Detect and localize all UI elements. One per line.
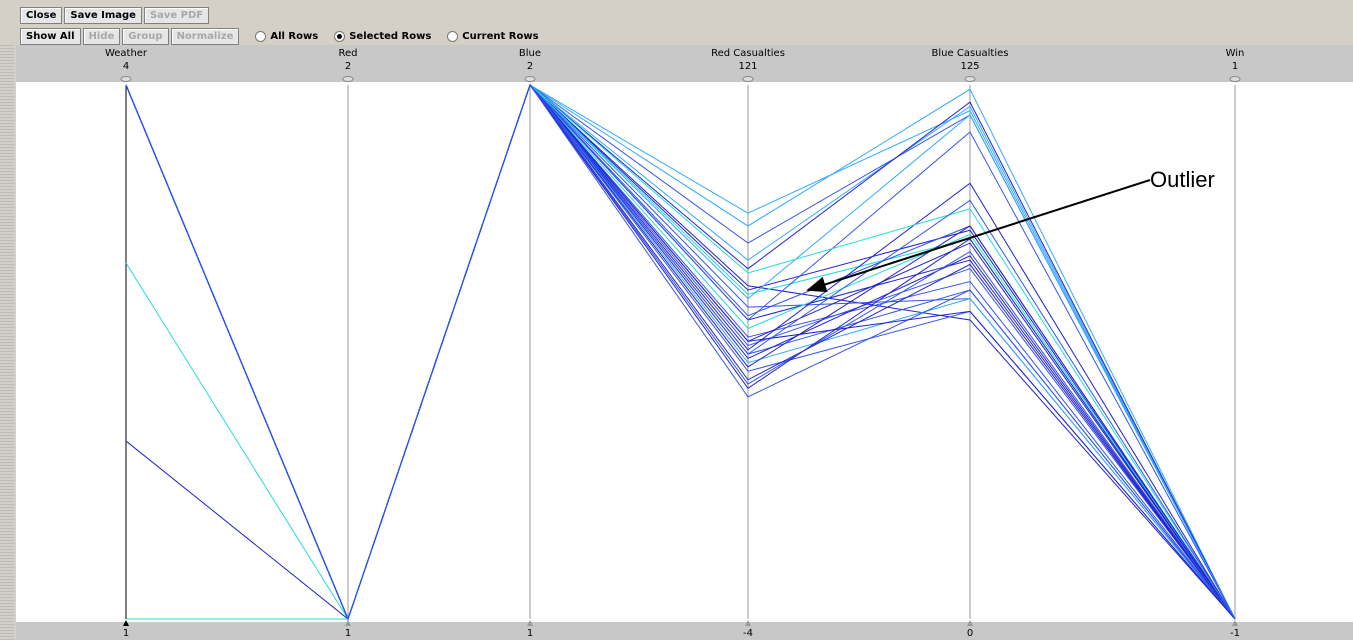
annotation-text: Outlier: [1150, 167, 1215, 192]
axis-min-label: 0: [967, 628, 973, 639]
axis-bottom-handle: [967, 620, 973, 626]
axis-max-label: 2: [345, 61, 351, 72]
radio-label: All Rows: [270, 30, 319, 42]
axis-max-label: 1: [1232, 61, 1238, 72]
axis-min-label: -4: [743, 628, 753, 639]
axis-max-label: 4: [123, 61, 129, 72]
axis-top-handle: [964, 76, 976, 82]
axis-max-label: 2: [527, 61, 533, 72]
axis-max-label: 121: [738, 61, 757, 72]
button: Save PDF: [143, 6, 210, 24]
data-row-line: [125, 84, 1236, 620]
radio-option[interactable]: All Rows: [255, 30, 319, 42]
button: Group: [122, 27, 169, 45]
axis-bottom-handle: [123, 620, 129, 626]
axis-top-handle: [342, 76, 354, 82]
toolbar-bottom: Show All Hide Group Normalize All Rows Select…: [20, 26, 539, 46]
radio-label: Selected Rows: [349, 30, 432, 42]
axis-bottom-handle: [527, 620, 533, 626]
axis-min-label: 1: [345, 628, 351, 639]
radio-label: Current Rows: [462, 30, 539, 42]
axis-name: Weather: [105, 48, 148, 59]
annotation-arrow: [806, 179, 1151, 293]
axis-name: Red: [339, 48, 358, 59]
toolbar-top: Close Save Image Save PDF: [20, 5, 210, 25]
axis-min-label: -1: [1230, 628, 1240, 639]
button: Hide: [82, 27, 121, 45]
axis-name: Blue Casualties: [932, 48, 1009, 59]
axis-name: Blue: [519, 48, 541, 59]
button[interactable]: Save Image: [64, 6, 142, 24]
axis-top-handle: [742, 76, 754, 82]
axis-min-label: 1: [527, 628, 533, 639]
button[interactable]: Close: [20, 6, 63, 24]
axis-bottom-handle: [1232, 620, 1238, 626]
footer-band: [16, 622, 1353, 640]
axis-max-label: 125: [960, 61, 979, 72]
axis-name: Win: [1226, 48, 1245, 59]
axis-top-handle: [120, 76, 132, 82]
button: Normalize: [170, 27, 240, 45]
axis-top-handle: [1229, 76, 1241, 82]
axis-min-label: 1: [123, 628, 129, 639]
radio-option[interactable]: Current Rows: [447, 30, 539, 42]
radio-option[interactable]: Selected Rows: [334, 30, 432, 42]
data-row-line: [125, 83, 1236, 621]
side-strip: [0, 44, 14, 640]
data-row-line: [126, 84, 1236, 620]
plot-area: [16, 82, 1353, 622]
header-band: [16, 45, 1353, 82]
radio-dot[interactable]: [447, 30, 459, 42]
radio-dot[interactable]: [255, 30, 267, 42]
axis-bottom-handle: [345, 620, 351, 626]
axis-bottom-handle: [745, 620, 751, 626]
radio-dot[interactable]: [334, 30, 346, 42]
axis-name: Red Casualties: [711, 48, 785, 59]
button[interactable]: Show All: [20, 27, 81, 45]
axis-top-handle: [524, 76, 536, 82]
